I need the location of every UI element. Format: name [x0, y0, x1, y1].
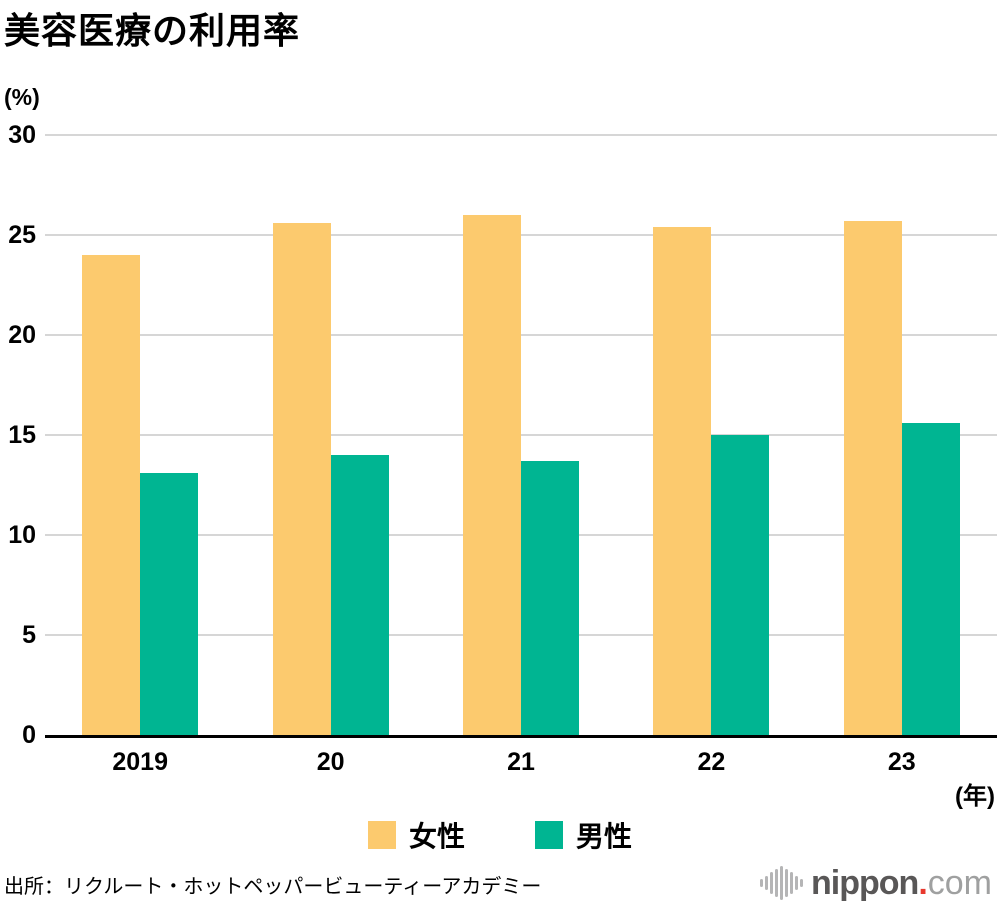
bar-female-2019: [82, 255, 141, 735]
legend: 女性 男性: [0, 815, 1000, 855]
legend-label: 男性: [576, 821, 633, 852]
y-tick-label: 20: [8, 321, 36, 349]
legend-label: 女性: [408, 821, 465, 852]
bar-female-21: [463, 215, 521, 735]
source-note: 出所：リクルート・ホットペッパービューティーアカデミー: [4, 876, 542, 898]
x-tick-label: 22: [697, 748, 726, 776]
gridline: [45, 134, 997, 136]
y-tick-label: 0: [22, 721, 36, 749]
y-tick-label: 10: [8, 521, 36, 549]
x-axis-unit-label: (年): [955, 783, 995, 810]
plot-area: 30 25 20 15 10 5 0 2019 20 21 22 23: [8, 121, 997, 776]
legend-item-female: 女性: [367, 815, 465, 855]
nippon-logo-text: nippon.com: [811, 860, 992, 906]
nippon-logo: nippon.com: [760, 860, 992, 906]
legend-swatch-icon: [535, 821, 563, 849]
y-tick-label: 15: [8, 421, 36, 449]
bar-male-20: [330, 455, 389, 735]
bar-male-23: [901, 423, 960, 735]
bar-male-22: [711, 435, 770, 735]
legend-swatch-icon: [367, 821, 396, 849]
bar-female-22: [653, 227, 712, 735]
logo-dot: .: [918, 864, 928, 902]
logo-tld: com: [927, 864, 992, 902]
x-tick-label: 20: [316, 748, 345, 776]
bar-female-20: [272, 223, 331, 735]
gridline: [45, 234, 997, 236]
x-tick-label: 21: [507, 748, 535, 776]
x-tick-label: 23: [887, 748, 916, 776]
bar-female-23: [843, 221, 902, 735]
y-tick-label: 30: [8, 121, 36, 149]
waveform-icon: [760, 863, 804, 903]
bar-male-2019: [140, 473, 199, 735]
x-tick-label: 2019: [112, 748, 168, 776]
bar-male-21: [521, 461, 579, 735]
legend-item-male: 男性: [535, 815, 632, 855]
gridline: [45, 334, 997, 336]
logo-name: nippon: [811, 864, 919, 902]
y-tick-label: 25: [8, 221, 36, 249]
y-axis-unit-label: (%): [4, 84, 40, 110]
y-tick-label: 5: [22, 621, 36, 649]
chart-title: 美容医療の利用率: [4, 10, 301, 51]
gridline: [45, 434, 997, 436]
